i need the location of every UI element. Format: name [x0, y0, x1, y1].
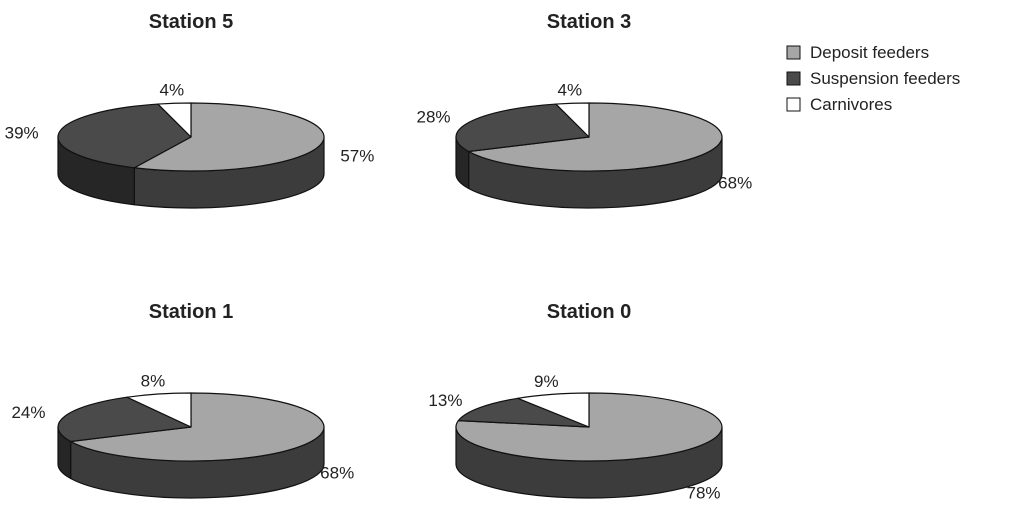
legend-swatch-deposit-feeders	[786, 45, 801, 60]
pct-label-deposit-feeders-station-5: 57%	[340, 147, 374, 166]
pie-tops-station-5	[57, 102, 325, 172]
pie-slice-deposit-feeders-station-3	[468, 102, 723, 172]
pie-slice-carnivores-station-0	[517, 392, 590, 428]
pie-slice-suspension-feeders-station-5	[57, 103, 192, 169]
pct-label-carnivores-station-5: 4%	[160, 80, 185, 99]
legend-item-carnivores: Carnivores	[786, 95, 892, 114]
pct-label-deposit-feeders-station-3: 68%	[718, 174, 752, 193]
legend: Deposit feeders Suspension feeders Carni…	[786, 43, 960, 114]
pie-tops-station-1	[57, 392, 325, 462]
pct-label-suspension-feeders-station-5: 39%	[5, 123, 39, 142]
legend-label-carnivores: Carnivores	[810, 95, 892, 114]
legend-item-suspension-feeders: Suspension feeders	[786, 69, 960, 88]
pie-station-0: Station 0 78% 13% 9%	[428, 301, 723, 502]
chart-title-station-3: Station 3	[547, 11, 631, 33]
pct-label-deposit-feeders-station-1: 68%	[320, 464, 354, 483]
pct-label-deposit-feeders-station-0: 78%	[687, 483, 721, 502]
legend-swatch-suspension-feeders	[786, 71, 801, 86]
chart-title-station-5: Station 5	[149, 11, 233, 33]
pie-slice-carnivores-station-5	[157, 102, 192, 138]
pct-label-suspension-feeders-station-1: 24%	[11, 403, 45, 422]
pie-charts-group: Station 557%39%4%Station 368%28%4%Statio…	[5, 11, 753, 502]
pct-label-carnivores-station-0: 9%	[534, 372, 559, 391]
pct-label-carnivores-station-1: 8%	[141, 372, 166, 391]
chart-title-station-0: Station 0	[547, 301, 631, 323]
pie-tops-station-0	[455, 392, 723, 462]
legend-label-deposit-feeders: Deposit feeders	[810, 43, 929, 62]
legend-item-deposit-feeders: Deposit feeders	[786, 43, 929, 62]
pct-label-carnivores-station-3: 4%	[558, 80, 583, 99]
pie-slice-carnivores-station-1	[126, 392, 192, 428]
pie-slice-deposit-feeders-station-5	[133, 102, 325, 172]
pie-station-1: Station 1 68% 24% 8%	[11, 301, 354, 499]
pie-station-3: Station 3 68% 28% 4%	[417, 11, 752, 209]
pie-slice-suspension-feeders-station-0	[457, 397, 590, 428]
pie-slice-carnivores-station-3	[555, 102, 590, 138]
pct-label-suspension-feeders-station-0: 13%	[428, 391, 462, 410]
pie-tops-station-3	[455, 102, 723, 172]
legend-swatch-carnivores	[786, 97, 801, 112]
pct-label-suspension-feeders-station-3: 28%	[417, 108, 451, 127]
pie-slice-suspension-feeders-station-1	[57, 396, 192, 443]
legend-label-suspension-feeders: Suspension feeders	[810, 69, 960, 88]
chart-title-station-1: Station 1	[149, 301, 233, 323]
pie-station-5: Station 5 57% 39% 4%	[5, 11, 374, 209]
pie-slice-deposit-feeders-station-1	[70, 392, 325, 462]
pie-slice-suspension-feeders-station-3	[455, 103, 590, 153]
